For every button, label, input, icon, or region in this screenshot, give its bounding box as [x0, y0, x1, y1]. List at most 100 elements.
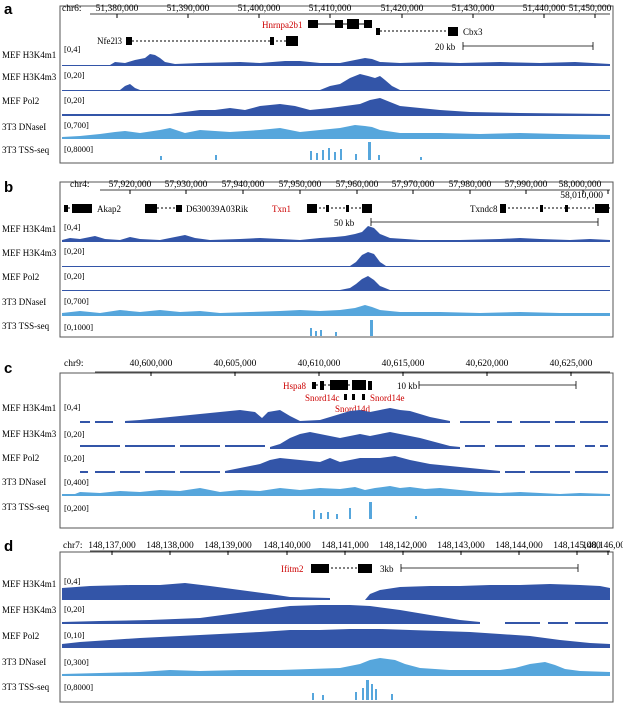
- exon: [307, 204, 317, 213]
- track-name: MEF H3K4m3: [2, 248, 57, 258]
- exon: [362, 204, 372, 213]
- signal-tss: [312, 680, 393, 700]
- tick-label: 51,390,000: [167, 4, 210, 14]
- track-name: MEF Pol2: [2, 96, 39, 106]
- scale-bar: 50 kb: [334, 218, 599, 228]
- track-name: MEF Pol2: [2, 272, 39, 282]
- exon: [64, 205, 68, 212]
- track-range: [0,700]: [64, 296, 89, 306]
- signal-tss: [160, 142, 422, 160]
- panel-label: c: [4, 360, 12, 377]
- gene-label: Txndc8: [470, 204, 498, 214]
- tick-label: 40,600,000: [130, 359, 173, 369]
- tick-label: 40,625,000: [550, 359, 593, 369]
- track-name: MEF Pol2: [2, 453, 39, 463]
- gene-label: Ifitm2: [281, 564, 304, 574]
- panel-a: a chr6: 51,380,000 51,390,000 51,400,000…: [2, 1, 614, 164]
- gene-label: Snord14c: [305, 393, 340, 403]
- track-labels: MEF H3K4m1 MEF H3K4m3 MEF Pol2 3T3 DNase…: [2, 402, 89, 513]
- track-range: [0,4]: [64, 222, 80, 232]
- track-name: MEF H3K4m3: [2, 72, 57, 82]
- signal-pol2: [62, 98, 610, 116]
- exon: [286, 36, 298, 46]
- tick-label: 57,930,000: [165, 180, 208, 190]
- track-range: [0,300]: [64, 657, 89, 667]
- track-range: [0,700]: [64, 120, 89, 130]
- tick-label: 148,142,000: [379, 541, 427, 551]
- signal-dnase: [62, 125, 610, 139]
- panel-d: d chr7: 148,137,000 148,138,000 148,139,…: [2, 538, 623, 703]
- track-name: 3T3 DNaseI: [2, 122, 46, 132]
- track-range: [0,20]: [64, 70, 85, 80]
- tick-label: 148,143,000: [437, 541, 485, 551]
- track-name: MEF H3K4m1: [2, 224, 56, 234]
- gene-label: Snord14d: [335, 404, 371, 414]
- exon: [176, 205, 182, 212]
- panel-label: a: [4, 1, 13, 18]
- signal-tracks: [62, 583, 610, 700]
- gene-label: Akap2: [97, 204, 121, 214]
- track-range: [0,8000]: [64, 144, 93, 154]
- gene-models: Hnrnpa2b1 Cbx3 Nfe2l3: [97, 19, 483, 46]
- exon: [270, 37, 274, 45]
- signal-pol2: [225, 456, 500, 473]
- track-range: [0,8000]: [64, 682, 93, 692]
- signal-h3k4m1: [62, 54, 610, 66]
- track-range: [0,1000]: [64, 322, 93, 332]
- signal-dnase: [62, 658, 610, 676]
- track-range: [0,10]: [64, 630, 85, 640]
- tick-label: 58,010,000: [560, 191, 603, 201]
- track-range: [0,20]: [64, 246, 85, 256]
- tick-label: 51,430,000: [452, 4, 495, 14]
- signal-gaps: [80, 421, 608, 473]
- track-name: MEF Pol2: [2, 631, 39, 641]
- axis-ticks: 40,600,000 40,605,000 40,610,000 40,615,…: [130, 359, 593, 376]
- track-name: 3T3 DNaseI: [2, 297, 46, 307]
- tick-label: 40,605,000: [214, 359, 257, 369]
- signal-h3k4m1: [62, 226, 610, 242]
- track-range: [0,4]: [64, 44, 80, 54]
- signal-tracks: [62, 226, 610, 336]
- panel-label: b: [4, 179, 13, 196]
- tick-label: 57,960,000: [336, 180, 379, 190]
- tick-label: 148,141,000: [321, 541, 369, 551]
- tick-label: 57,940,000: [222, 180, 265, 190]
- signal-h3k4m3: [62, 74, 610, 91]
- signal-dnase: [62, 486, 610, 496]
- exon: [347, 19, 359, 29]
- track-name: MEF H3K4m1: [2, 403, 56, 413]
- scale-bar: 20 kb: [435, 42, 594, 52]
- signal-h3k4m3: [270, 432, 460, 449]
- axis-ticks: 148,137,000 148,138,000 148,139,000 148,…: [88, 541, 623, 555]
- panel-label: d: [4, 538, 13, 555]
- tick-label: 51,440,000: [523, 4, 566, 14]
- signal-h3k4m3: [62, 605, 480, 624]
- gene-label: D630039A03Rik: [186, 204, 249, 214]
- track-name: MEF H3K4m1: [2, 50, 56, 60]
- track-range: [0,20]: [64, 95, 85, 105]
- exon: [308, 20, 318, 28]
- axis-ticks: 51,380,000 51,390,000 51,400,000 51,410,…: [96, 4, 612, 18]
- tick-label: 57,950,000: [279, 180, 322, 190]
- track-range: [0,20]: [64, 604, 85, 614]
- chromosome-label: chr6:: [62, 4, 82, 14]
- signal-pol2: [62, 276, 610, 291]
- tick-label: 148,139,000: [204, 541, 252, 551]
- track-labels: MEF H3K4m1 MEF H3K4m3 MEF Pol2 3T3 DNase…: [2, 576, 93, 692]
- gene-label: Nfe2l3: [97, 36, 122, 46]
- tick-label: 51,400,000: [238, 4, 281, 14]
- signal-tracks: [62, 54, 610, 160]
- tick-label: 51,410,000: [309, 4, 352, 14]
- gene-label: Txn1: [272, 204, 291, 214]
- track-name: 3T3 DNaseI: [2, 477, 46, 487]
- signal-tracks: [62, 408, 610, 519]
- gene-label: Snord14e: [370, 393, 405, 403]
- signal-h3k4m1-right: [365, 584, 610, 600]
- gene-models: Akap2 D630039A03Rik Txn1 Txndc8: [64, 204, 612, 214]
- signal-h3k4m1: [62, 583, 330, 600]
- scale-bar: 3kb: [380, 564, 579, 574]
- exon: [145, 204, 157, 213]
- tick-label: 40,615,000: [382, 359, 425, 369]
- panel-frame: [59, 181, 614, 338]
